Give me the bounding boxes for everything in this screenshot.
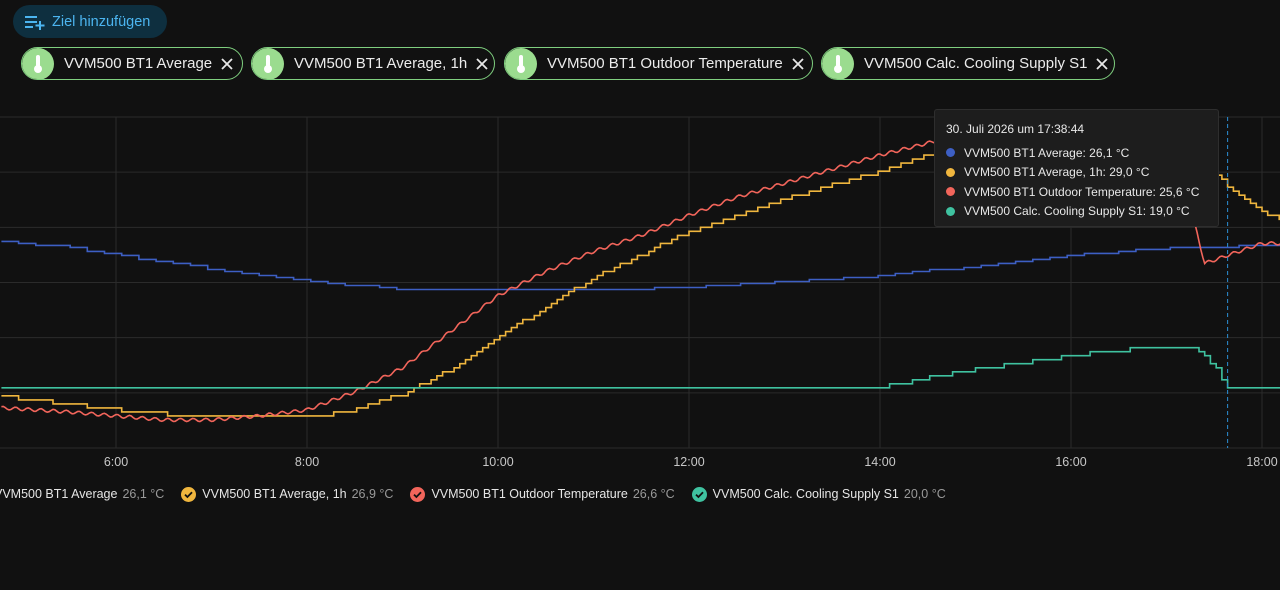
- x-tick-label: 16:00: [1055, 455, 1086, 469]
- tooltip-title: 30. Juli 2026 um 17:38:44: [946, 122, 1085, 136]
- legend-item[interactable]: VVM500 BT1 Outdoor Temperature 26,6 °C: [410, 486, 675, 502]
- series-color-dot: [946, 187, 955, 197]
- legend-series-value: 26,1 °C: [122, 487, 165, 501]
- chart-legend: VVM500 BT1 Average 26,1 °C VVM500 BT1 Aver…: [0, 484, 963, 504]
- tooltip-row-text: VVM500 BT1 Average: 26,1 °C: [964, 145, 1130, 160]
- tooltip-row: VVM500 BT1 Outdoor Temperature: 25,6 °C: [946, 182, 1218, 202]
- series-color-dot: [946, 206, 955, 216]
- legend-series-name: VVM500 BT1 Average: [0, 487, 118, 501]
- thermometer-icon: [822, 48, 854, 79]
- tooltip-row: VVM500 BT1 Average, 1h: 29,0 °C: [946, 163, 1218, 183]
- close-icon[interactable]: [476, 57, 488, 70]
- legend-item[interactable]: VVM500 BT1 Average, 1h 26,9 °C: [181, 486, 394, 502]
- target-chip-label: VVM500 BT1 Outdoor Temperature: [547, 55, 783, 72]
- tooltip-row-text: VVM500 BT1 Outdoor Temperature: 25,6 °C: [964, 184, 1200, 199]
- series-line: [1, 346, 1280, 389]
- legend-item[interactable]: VVM500 BT1 Average 26,1 °C: [0, 487, 164, 501]
- series-line: [1, 240, 1280, 291]
- x-tick-label: 12:00: [673, 455, 704, 469]
- legend-series-value: 20,0 °C: [903, 487, 946, 501]
- check-circle-icon: [410, 486, 426, 502]
- target-chip[interactable]: VVM500 BT1 Average: [21, 47, 243, 80]
- chart-tooltip: 30. Juli 2026 um 17:38:44 VVM500 BT1 Ave…: [934, 109, 1219, 227]
- thermometer-icon: [22, 48, 54, 79]
- x-tick-label: 8:00: [295, 455, 319, 469]
- target-chip[interactable]: VVM500 BT1 Average, 1h: [251, 47, 495, 80]
- playlist-plus-icon: [25, 15, 45, 30]
- target-chip-label: VVM500 BT1 Average: [64, 55, 213, 72]
- target-chip-label: VVM500 Calc. Cooling Supply S1: [864, 55, 1088, 72]
- legend-item[interactable]: VVM500 Calc. Cooling Supply S1 20,0 °C: [691, 486, 946, 502]
- legend-series-name: VVM500 Calc. Cooling Supply S1: [712, 487, 899, 501]
- x-tick-label: 18:00: [1246, 455, 1277, 469]
- tooltip-row: VVM500 Calc. Cooling Supply S1: 19,0 °C: [946, 202, 1218, 222]
- target-chip[interactable]: VVM500 Calc. Cooling Supply S1: [821, 47, 1115, 80]
- close-icon[interactable]: [221, 57, 233, 70]
- legend-series-name: VVM500 BT1 Outdoor Temperature: [431, 487, 628, 501]
- close-icon[interactable]: [792, 57, 804, 70]
- check-circle-icon: [691, 486, 707, 502]
- series-color-dot: [946, 167, 955, 177]
- legend-series-value: 26,6 °C: [632, 487, 675, 501]
- add-target-label: Ziel hinzufügen: [52, 13, 151, 30]
- thermometer-icon: [252, 48, 284, 79]
- close-icon[interactable]: [1096, 57, 1109, 70]
- x-tick-label: 6:00: [104, 455, 128, 469]
- series-color-dot: [946, 148, 955, 158]
- tooltip-row-text: VVM500 BT1 Average, 1h: 29,0 °C: [964, 165, 1150, 180]
- target-chip-label: VVM500 BT1 Average, 1h: [294, 55, 468, 72]
- thermometer-icon: [505, 48, 537, 79]
- legend-series-value: 26,9 °C: [351, 487, 394, 501]
- x-tick-label: 14:00: [864, 455, 895, 469]
- add-target-button[interactable]: Ziel hinzufügen: [13, 5, 167, 38]
- tooltip-row-text: VVM500 Calc. Cooling Supply S1: 19,0 °C: [964, 204, 1190, 219]
- x-tick-label: 10:00: [482, 455, 513, 469]
- legend-series-name: VVM500 BT1 Average, 1h: [202, 487, 347, 501]
- tooltip-row: VVM500 BT1 Average: 26,1 °C: [946, 143, 1218, 163]
- target-chip[interactable]: VVM500 BT1 Outdoor Temperature: [504, 47, 813, 80]
- check-circle-icon: [181, 486, 197, 502]
